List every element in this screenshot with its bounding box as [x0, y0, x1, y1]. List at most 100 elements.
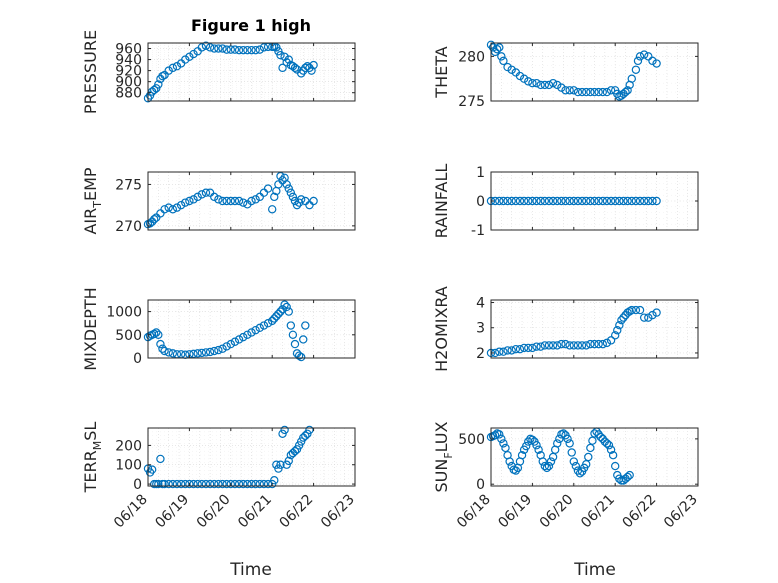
data-point — [495, 196, 504, 206]
data-point — [569, 196, 579, 206]
data-point — [594, 339, 603, 349]
data-point — [282, 180, 291, 189]
series-terr_msl — [143, 425, 314, 489]
data-point — [247, 196, 256, 206]
data-point — [631, 196, 641, 206]
data-point — [276, 460, 285, 469]
data-point — [528, 435, 537, 444]
series-mixdepth — [143, 300, 310, 362]
y-tick-label: 960 — [115, 42, 142, 58]
data-point — [263, 319, 273, 328]
data-point — [290, 447, 300, 456]
data-point — [615, 321, 624, 330]
data-point — [268, 205, 277, 214]
data-point — [154, 330, 163, 339]
data-point — [511, 466, 521, 475]
data-point — [644, 196, 653, 206]
data-point — [251, 195, 260, 204]
data-point — [611, 196, 620, 206]
y-tick-label: 280 — [458, 49, 485, 65]
data-point — [544, 341, 554, 350]
data-point — [528, 196, 537, 206]
data-point — [197, 43, 207, 52]
data-point — [154, 80, 163, 89]
data-point — [239, 198, 248, 207]
y-tick-label: 0 — [133, 477, 142, 493]
data-point — [644, 313, 653, 322]
data-point — [615, 474, 624, 483]
y-tick-label: 920 — [115, 64, 142, 80]
data-point — [561, 86, 570, 95]
subplot-mixdepth: 0 500 1000 MIXDEPTH — [81, 287, 356, 371]
data-point — [230, 337, 240, 346]
data-point — [299, 335, 308, 344]
y-tick-label: 900 — [115, 75, 142, 91]
data-point — [503, 196, 512, 206]
data-point — [201, 41, 211, 50]
data-point — [193, 479, 202, 489]
data-point — [156, 339, 165, 349]
data-point — [176, 479, 186, 489]
data-point — [615, 196, 624, 206]
data-point — [189, 479, 198, 489]
data-point — [598, 434, 607, 444]
data-point — [176, 200, 186, 210]
data-point — [172, 479, 182, 489]
data-point — [511, 196, 521, 206]
data-point — [263, 479, 273, 489]
data-point — [495, 43, 504, 52]
data-point — [280, 300, 289, 309]
data-point — [276, 307, 285, 316]
data-point — [247, 479, 256, 489]
data-point — [197, 348, 207, 358]
data-point — [255, 479, 264, 489]
data-point — [205, 347, 215, 357]
data-point — [276, 50, 285, 60]
data-point — [644, 52, 653, 61]
data-point — [210, 346, 219, 356]
y-tick-label: 940 — [115, 53, 142, 69]
data-point — [571, 461, 581, 471]
data-point — [565, 439, 574, 448]
data-point — [222, 45, 231, 54]
data-point — [557, 83, 566, 92]
y-tick-label: 270 — [115, 219, 142, 235]
data-point — [490, 47, 500, 57]
data-point — [519, 343, 529, 353]
data-point — [606, 445, 616, 454]
data-point — [274, 309, 283, 319]
y-axis-label-air_temp: AIRTEMP — [81, 167, 104, 234]
data-point — [181, 55, 190, 64]
data-point — [164, 203, 173, 212]
data-point — [553, 196, 562, 206]
data-point — [648, 56, 657, 66]
data-point — [590, 196, 599, 206]
data-point — [590, 87, 599, 97]
axes-box — [147, 299, 356, 359]
data-point — [158, 344, 167, 353]
series-h2omixra — [486, 305, 661, 358]
data-point — [268, 316, 277, 326]
data-point — [569, 86, 579, 95]
data-point — [582, 196, 591, 206]
x-axis-label-left: Time — [229, 560, 272, 580]
data-point — [495, 347, 504, 356]
data-point — [234, 479, 244, 489]
data-point — [168, 479, 178, 489]
data-point — [214, 345, 223, 355]
data-point — [286, 321, 296, 330]
data-point — [490, 431, 500, 440]
data-point — [185, 479, 194, 489]
data-point — [270, 314, 279, 323]
data-point — [286, 188, 296, 197]
data-point — [594, 87, 603, 97]
data-point — [280, 52, 289, 62]
y-tick-label: 500 — [115, 328, 142, 344]
data-point — [210, 44, 219, 53]
data-point — [255, 323, 264, 333]
data-point — [201, 188, 211, 197]
data-point — [602, 338, 612, 348]
y-axis-label-h2omixra: H2OMIXRA — [432, 286, 451, 372]
data-point — [557, 339, 566, 349]
data-point — [573, 87, 583, 97]
